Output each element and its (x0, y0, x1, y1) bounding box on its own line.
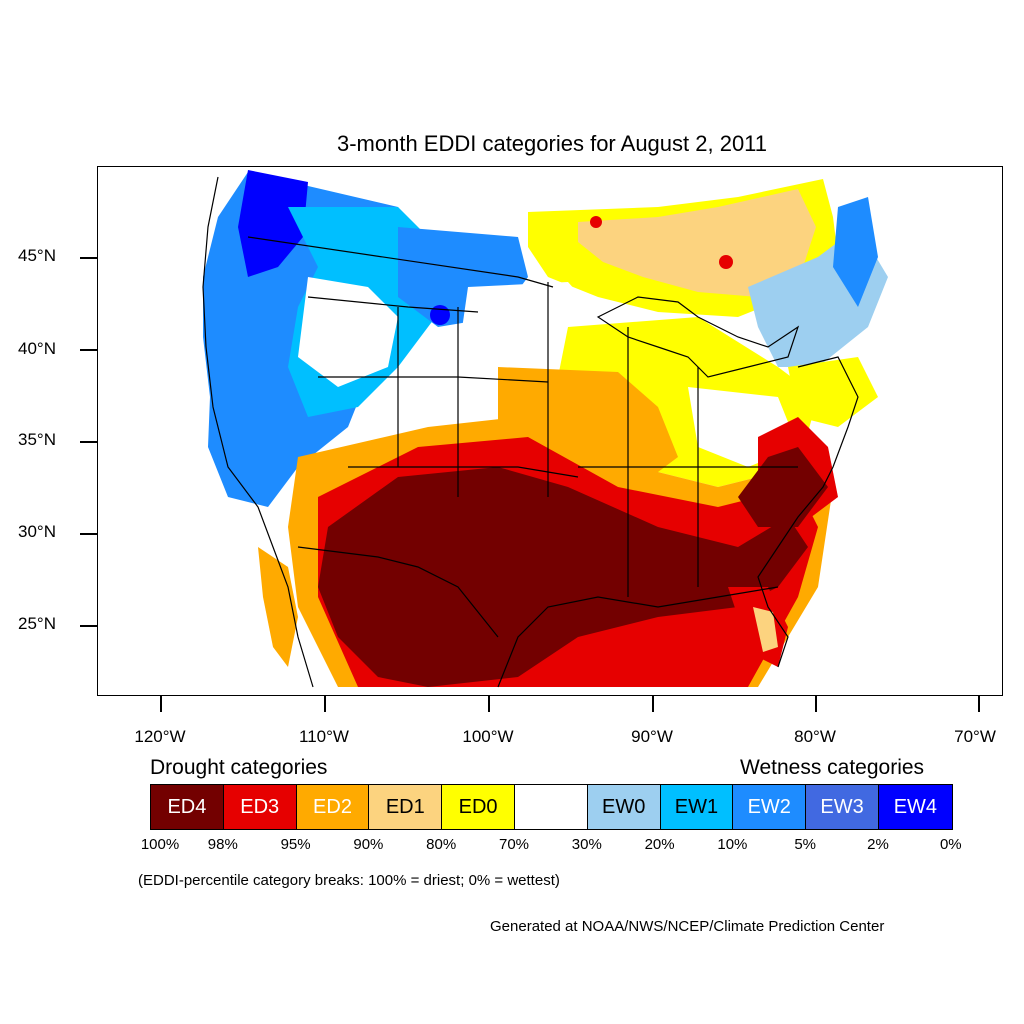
legend-box-ew3: EW3 (806, 785, 879, 829)
lon-label-80: 80°W (794, 727, 836, 746)
region-canada-ed3-spot (719, 255, 733, 269)
lon-tick-120 (160, 696, 162, 712)
percentile-break-label: 5% (794, 836, 817, 853)
lon-label-90: 90°W (631, 727, 673, 746)
great-lakes-outline (596, 296, 800, 378)
lon-tick-80 (815, 696, 817, 712)
credit-line: Generated at NOAA/NWS/NCEP/Climate Predi… (490, 918, 885, 935)
lon-label-100: 100°W (462, 727, 514, 746)
percentile-break-label: 0% (939, 836, 962, 853)
region-northeast-yellow (788, 357, 878, 427)
legend-box-ed0: ED0 (442, 785, 515, 829)
percentile-break-label: 90% (353, 836, 384, 853)
legend-box-ew1: EW1 (660, 785, 734, 829)
region-upper-midwest-canada (578, 189, 816, 297)
lat-label-35: 35°N (18, 430, 56, 449)
region-west-white (298, 277, 398, 387)
legend-box-ed2: ED2 (296, 785, 370, 829)
eddi-map (97, 166, 1003, 696)
region-canada-ed3-spot2 (590, 216, 602, 228)
lon-label-70: 70°W (954, 727, 996, 746)
coastline-west (202, 176, 314, 688)
category-legend: ED4 ED3 ED2 ED1 ED0 EW0 EW1 EW2 EW3 EW4 (150, 784, 953, 830)
legend-box-ew0: EW0 (587, 785, 661, 829)
lat-label-40: 40°N (18, 339, 56, 358)
lat-tick-30 (80, 533, 97, 535)
region-florida-ed1 (753, 607, 778, 652)
lon-tick-90 (652, 696, 654, 712)
region-plains-ew4-spot (430, 305, 450, 325)
percentile-note: (EDDI-percentile category breaks: 100% =… (138, 872, 560, 889)
legend-box-ew4: EW4 (878, 785, 952, 829)
percentile-break-label: 98% (207, 836, 238, 853)
map-title: 3-month EDDI categories for August 2, 20… (336, 131, 768, 156)
wetness-categories-heading: Wetness categories (740, 756, 925, 779)
percentile-break-label: 30% (571, 836, 602, 853)
lat-tick-25 (80, 625, 97, 627)
lon-label-110: 110°W (299, 727, 349, 746)
percentile-break-label: 100% (140, 836, 180, 853)
percentile-break-label: 70% (498, 836, 530, 853)
lat-label-30: 30°N (18, 522, 56, 541)
border-canada (247, 236, 554, 288)
lat-tick-40 (80, 349, 97, 351)
region-baja (258, 547, 298, 667)
percentile-break-label: 80% (426, 836, 457, 853)
percentile-break-label: 10% (717, 836, 748, 853)
border-mexico (297, 546, 499, 638)
percentile-break-label: 20% (644, 836, 675, 853)
state-line-1 (307, 296, 479, 313)
lat-label-25: 25°N (18, 614, 56, 633)
region-northeast-ew1 (833, 197, 878, 307)
drought-categories-heading: Drought categories (150, 756, 328, 779)
legend-box-ew2: EW2 (733, 785, 807, 829)
lon-tick-100 (488, 696, 490, 712)
legend-box-ed1: ED1 (369, 785, 443, 829)
lat-tick-45 (80, 257, 97, 259)
lon-label-120: 120°W (134, 727, 186, 746)
coastline-east (757, 356, 859, 668)
region-pacific-northwest (238, 170, 308, 277)
legend-box-ed4: ED4 (151, 785, 224, 829)
lat-tick-35 (80, 441, 97, 443)
percentile-break-label: 95% (280, 836, 311, 853)
legend-box-normal (514, 785, 588, 829)
legend-box-ed3: ED3 (223, 785, 297, 829)
lat-label-45: 45°N (18, 246, 56, 265)
lon-tick-70 (978, 696, 980, 712)
boundary-lines (202, 176, 859, 688)
coastline-gulf (497, 586, 779, 688)
lon-tick-110 (324, 696, 326, 712)
percentile-break-label: 2% (867, 836, 889, 853)
region-southern-plains (318, 467, 808, 687)
map-canvas (202, 170, 888, 688)
state-line-3 (348, 466, 579, 478)
category-fills (203, 170, 888, 687)
